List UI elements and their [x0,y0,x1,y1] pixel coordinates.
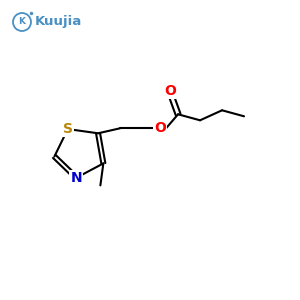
Text: N: N [70,171,82,185]
Text: O: O [164,84,176,98]
Text: K: K [19,17,26,26]
Text: Kuujia: Kuujia [35,16,82,28]
Text: O: O [154,121,166,135]
Text: S: S [63,122,73,136]
